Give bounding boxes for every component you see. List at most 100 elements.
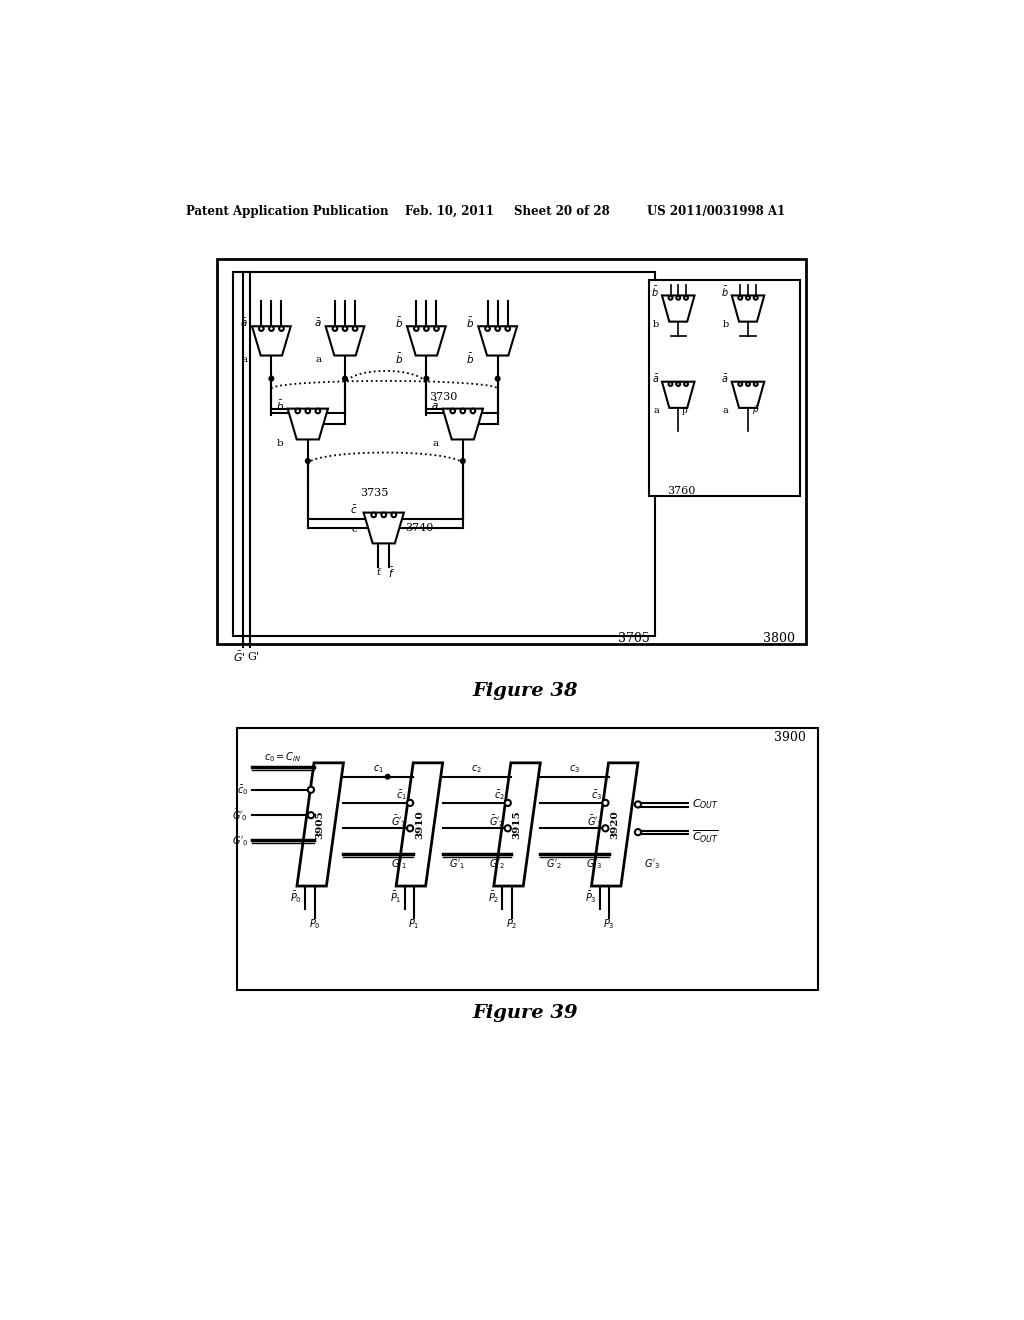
Polygon shape [297, 763, 343, 886]
Circle shape [738, 296, 742, 300]
Text: 3920: 3920 [610, 810, 620, 838]
Text: Feb. 10, 2011: Feb. 10, 2011 [406, 205, 495, 218]
Circle shape [424, 376, 429, 381]
Text: $P_3$: $P_3$ [603, 917, 615, 932]
Polygon shape [732, 381, 764, 408]
Text: $\bar{c}_2$: $\bar{c}_2$ [494, 788, 505, 803]
Circle shape [280, 326, 284, 331]
Text: $\bar{c}_3$: $\bar{c}_3$ [591, 788, 602, 803]
Text: f: f [377, 568, 380, 577]
Polygon shape [494, 763, 541, 886]
Circle shape [451, 409, 455, 413]
Text: $\bar{b}$: $\bar{b}$ [721, 285, 729, 300]
Circle shape [259, 326, 263, 331]
Text: 3915: 3915 [513, 810, 521, 838]
Bar [649, 280, 800, 496]
Circle shape [471, 409, 475, 413]
Circle shape [295, 409, 300, 413]
Circle shape [308, 787, 314, 793]
Circle shape [434, 326, 438, 331]
Text: $\bar{f}$: $\bar{f}$ [388, 565, 395, 579]
Bar [237, 729, 818, 990]
Text: $\bar{a}$: $\bar{a}$ [314, 317, 322, 329]
Text: $\bar{c}_1$: $\bar{c}_1$ [396, 788, 407, 803]
Text: Patent Application Publication: Patent Application Publication [186, 205, 389, 218]
Text: $c_3$: $c_3$ [569, 763, 580, 775]
Circle shape [308, 812, 314, 818]
Polygon shape [662, 381, 694, 408]
Text: 3740: 3740 [406, 523, 434, 533]
Polygon shape [662, 296, 694, 322]
Text: Figure 38: Figure 38 [472, 682, 578, 700]
Text: $\bar{b}$: $\bar{b}$ [395, 315, 403, 330]
Polygon shape [364, 512, 403, 544]
Text: 3910: 3910 [415, 810, 424, 838]
Polygon shape [407, 326, 445, 355]
Circle shape [333, 326, 337, 331]
Text: 3900: 3900 [774, 731, 806, 744]
Circle shape [414, 326, 419, 331]
Text: 3735: 3735 [360, 488, 389, 499]
Circle shape [407, 825, 414, 832]
Text: b: b [652, 321, 658, 329]
Circle shape [506, 326, 510, 331]
Text: $G'_1$: $G'_1$ [449, 858, 465, 871]
Circle shape [676, 296, 680, 300]
Circle shape [505, 800, 511, 807]
Text: $\bar{p}$: $\bar{p}$ [752, 404, 759, 417]
Bar [217, 259, 806, 644]
Text: $\bar{G}'_3$: $\bar{G}'_3$ [587, 813, 602, 829]
Circle shape [602, 800, 608, 807]
Circle shape [684, 296, 688, 300]
Polygon shape [592, 763, 638, 886]
Circle shape [269, 326, 273, 331]
Text: $\bar{G}'_0$: $\bar{G}'_0$ [232, 808, 248, 824]
Circle shape [461, 409, 465, 413]
Text: $c_0{=}C_{IN}$: $c_0{=}C_{IN}$ [263, 750, 301, 763]
Text: 3800: 3800 [764, 632, 796, 645]
Text: $\bar{a}$: $\bar{a}$ [721, 372, 729, 384]
Circle shape [635, 829, 641, 836]
Text: b: b [722, 321, 729, 329]
Circle shape [496, 376, 500, 381]
Polygon shape [478, 326, 517, 355]
Text: $\bar{P}_2$: $\bar{P}_2$ [487, 888, 500, 904]
Text: $\bar{c}_0$: $\bar{c}_0$ [237, 783, 248, 797]
Text: Figure 39: Figure 39 [472, 1003, 578, 1022]
Text: a: a [242, 355, 248, 364]
Text: $\bar{G}'_1$: $\bar{G}'_1$ [391, 813, 407, 829]
Text: $\bar{G}'_2$: $\bar{G}'_2$ [489, 813, 505, 829]
Text: $\bar{b}$: $\bar{b}$ [466, 315, 474, 330]
Circle shape [669, 381, 673, 385]
Text: $P_0$: $P_0$ [309, 917, 321, 932]
Circle shape [305, 458, 310, 463]
Circle shape [754, 296, 758, 300]
Text: G': G' [248, 652, 259, 663]
Circle shape [496, 326, 500, 331]
Text: $G'_1$: $G'_1$ [391, 858, 407, 871]
Text: a: a [723, 407, 729, 416]
Text: 3705: 3705 [617, 632, 649, 645]
Text: 3905: 3905 [315, 810, 325, 838]
Text: $\bar{a}$: $\bar{a}$ [651, 372, 658, 384]
Text: Sheet 20 of 28: Sheet 20 of 28 [514, 205, 609, 218]
Text: $P_2$: $P_2$ [506, 917, 517, 932]
Text: US 2011/0031998 A1: US 2011/0031998 A1 [647, 205, 785, 218]
Text: $G'_3$: $G'_3$ [644, 858, 660, 871]
Circle shape [746, 296, 750, 300]
Text: $\overline{C_{OUT}}$: $\overline{C_{OUT}}$ [692, 829, 719, 845]
Polygon shape [252, 326, 291, 355]
Text: c: c [351, 525, 357, 535]
Circle shape [269, 376, 273, 381]
Circle shape [505, 825, 511, 832]
Text: $P_1$: $P_1$ [409, 917, 420, 932]
Text: $\bar{a}$: $\bar{a}$ [431, 400, 438, 412]
Circle shape [676, 381, 680, 385]
Bar [232, 272, 655, 636]
Text: $\bar{P}_1$: $\bar{P}_1$ [390, 888, 401, 904]
Circle shape [738, 381, 742, 385]
Text: 3730: 3730 [429, 392, 457, 403]
Text: a: a [315, 355, 322, 364]
Circle shape [343, 326, 347, 331]
Circle shape [602, 825, 608, 832]
